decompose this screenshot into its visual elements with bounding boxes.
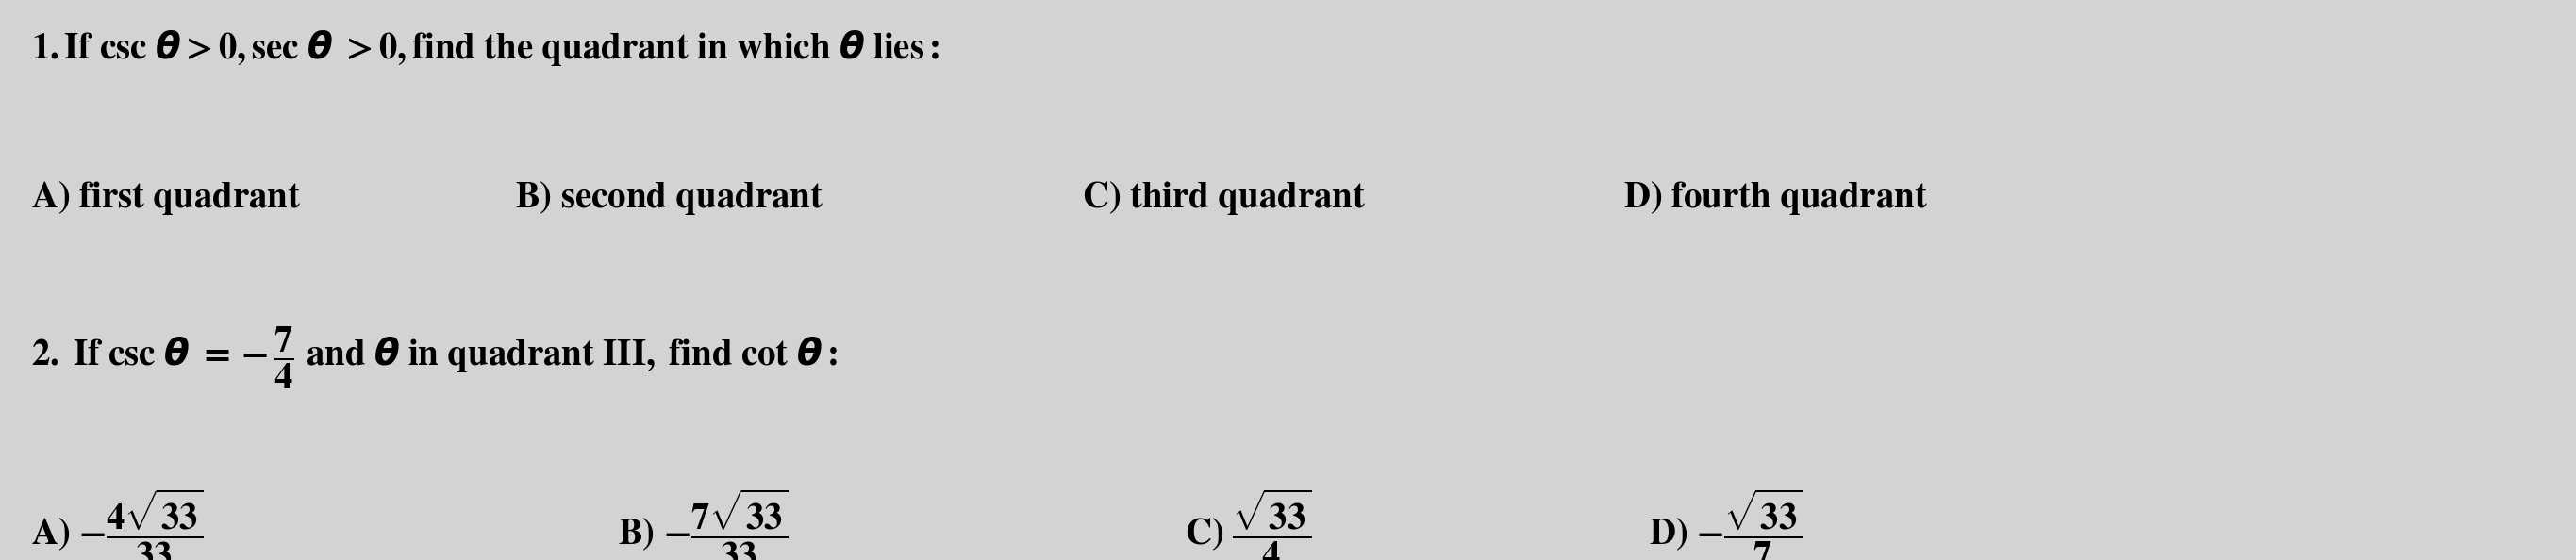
Text: $\mathbf{A)\ first\ quadrant}$: $\mathbf{A)\ first\ quadrant}$ (31, 179, 301, 217)
Text: $\mathbf{C)\ \dfrac{\sqrt{33}}{4}}$: $\mathbf{C)\ \dfrac{\sqrt{33}}{4}}$ (1185, 487, 1311, 560)
Text: $\mathbf{D)\ {-}\dfrac{\sqrt{33}}{7}}$: $\mathbf{D)\ {-}\dfrac{\sqrt{33}}{7}}$ (1649, 487, 1803, 560)
Text: $\mathbf{B)\ second\ quadrant}$: $\mathbf{B)\ second\ quadrant}$ (515, 179, 824, 217)
Text: $\mathbf{C)\ third\ quadrant}$: $\mathbf{C)\ third\ quadrant}$ (1082, 179, 1365, 217)
Text: $\mathbf{2.\ If\ csc}\ \boldsymbol{\theta}\ \mathbf{= -\dfrac{7}{4}\ and}\ \bold: $\mathbf{2.\ If\ csc}\ \boldsymbol{\thet… (31, 325, 837, 391)
Text: $\mathbf{B)\ {-}\dfrac{7\sqrt{33}}{33}}$: $\mathbf{B)\ {-}\dfrac{7\sqrt{33}}{33}}$ (618, 487, 788, 560)
Text: $\mathbf{A)\ {-}\dfrac{4\sqrt{33}}{33}}$: $\mathbf{A)\ {-}\dfrac{4\sqrt{33}}{33}}$ (31, 487, 204, 560)
Text: $\mathbf{D)\ fourth\ quadrant}$: $\mathbf{D)\ fourth\ quadrant}$ (1623, 179, 1927, 217)
Text: $\mathbf{1. If\ csc}\ \boldsymbol{\theta} \mathbf{> 0, sec}\ \boldsymbol{\theta}: $\mathbf{1. If\ csc}\ \boldsymbol{\theta… (31, 28, 940, 68)
